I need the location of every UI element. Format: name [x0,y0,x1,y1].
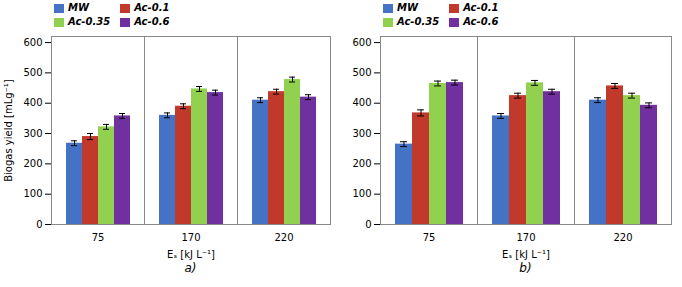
svg-text:300: 300 [23,128,42,139]
svg-text:220: 220 [613,232,632,243]
svg-text:75: 75 [423,232,436,243]
svg-text:400: 400 [352,97,371,108]
svg-text:600: 600 [23,37,42,48]
html-text:Ac-0.35: Ac-0.35 [68,16,111,27]
svg-text:100: 100 [352,188,371,199]
svg-text:0: 0 [36,219,42,230]
svg-text:200: 200 [23,158,42,169]
svg-text:170: 170 [181,232,200,243]
html-text:Ac-0.1: Ac-0.1 [134,2,170,13]
html-text:b): b) [519,261,532,275]
html-text:Ac-0.35: Ac-0.35 [397,16,440,27]
svg-text:400: 400 [23,97,42,108]
svg-text:Eₛ [kJ L⁻¹]: Eₛ [kJ L⁻¹] [167,249,215,260]
svg-text:300: 300 [352,128,371,139]
svg-text:0: 0 [365,219,371,230]
svg-text:500: 500 [23,67,42,78]
svg-text:600: 600 [352,37,371,48]
svg-text:200: 200 [352,158,371,169]
html-text:MW: MW [397,2,418,13]
html-text:Ac-0.1: Ac-0.1 [463,2,499,13]
svg-text:100: 100 [23,188,42,199]
html-text:MW: MW [68,2,89,13]
svg-text:500: 500 [352,67,371,78]
svg-text:75: 75 [92,232,105,243]
html-text:Ac-0.6: Ac-0.6 [134,16,170,27]
html-text:Ac-0.6: Ac-0.6 [463,16,499,27]
svg-text:220: 220 [274,232,293,243]
svg-text:170: 170 [516,232,535,243]
svg-text:Biogas yield [mLg⁻¹]: Biogas yield [mLg⁻¹] [3,79,14,182]
html-text:a): a) [184,261,197,275]
svg-text:Eₛ [kJ L⁻¹]: Eₛ [kJ L⁻¹] [502,249,550,260]
